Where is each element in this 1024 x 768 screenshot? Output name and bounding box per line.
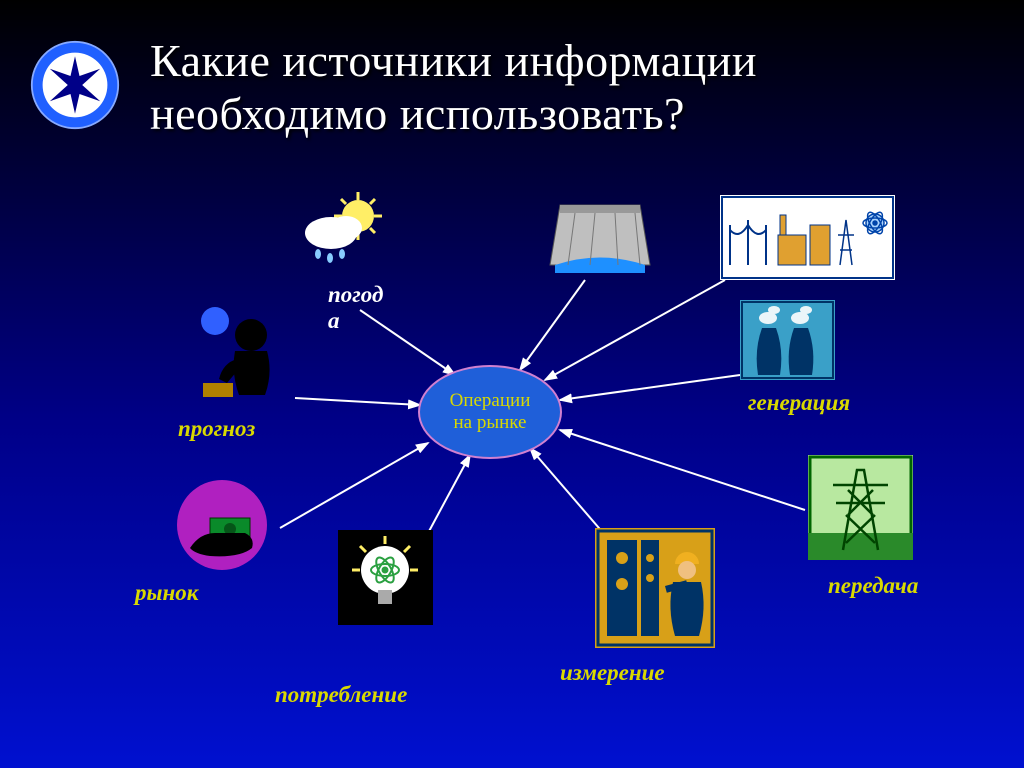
arrow-market [280,443,428,528]
arrow-generation [560,375,740,400]
transmission-icon [808,455,913,560]
factory-icon [720,195,895,280]
hub-label-line2: на рынке [454,412,527,434]
forecast-icon [193,303,293,403]
arrow-forecast [295,398,420,405]
consumption-icon [338,530,433,625]
arrow-transmission [560,430,805,510]
hub-label-line1: Операции [450,390,531,412]
arrow-measurement [530,448,605,535]
dam-icon [540,195,660,275]
generation-icon [740,300,835,380]
weather-icon [296,188,396,268]
arrow-dam [520,280,585,370]
arrow-factory [545,280,725,380]
label-measurement: измерение [560,660,665,686]
label-consumption: потребление [275,682,407,708]
slide: Какие источники информации необходимо ис… [0,0,1024,768]
slide-title: Какие источники информации необходимо ис… [150,35,970,141]
company-logo [30,40,120,130]
hub-ellipse: Операции на рынке [418,365,562,459]
label-forecast: прогноз [178,416,255,442]
measurement-icon [595,528,715,648]
market-icon [175,478,270,573]
label-market: рынок [135,580,198,606]
label-transmission: передача [828,573,918,599]
label-weather: погод а [328,282,383,334]
label-generation: генерация [748,390,850,416]
